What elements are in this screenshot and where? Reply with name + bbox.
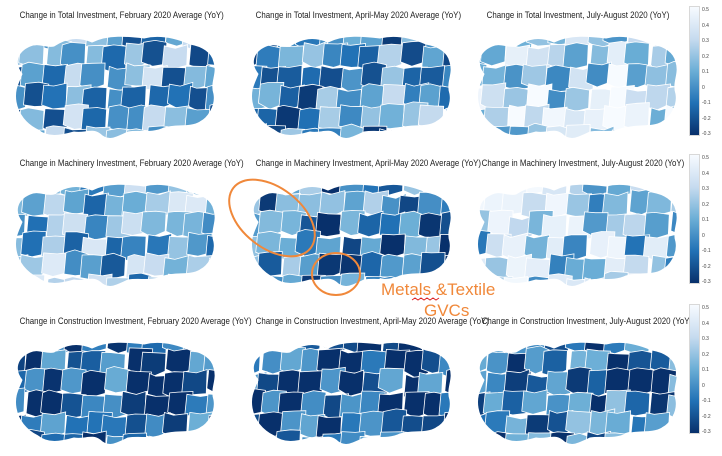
colorbar-tick-label: 0.1 [702,217,709,223]
choropleth-map [251,183,452,287]
map-panel: Change in Machinery Investment, April-Ma… [240,158,481,298]
colorbar-tick-label: -0.3 [702,429,711,435]
colorbar-tick-label: 0.5 [702,7,709,13]
country-outline [251,341,452,445]
country-outline [477,341,678,445]
map-panel: Change in Machinery Investment, February… [4,158,244,298]
country-outline [477,183,678,287]
highlight-ellipse-west [228,178,316,258]
choropleth-map [477,35,678,139]
colorbar-tick-label: -0.1 [702,248,711,254]
province-region [15,387,26,416]
colorbar-gradient [689,6,700,136]
province-region [602,36,629,46]
province-region [438,391,452,420]
annotation-text-line1: Metals &Textile [381,280,496,299]
province-region [541,349,568,377]
province-region [280,273,307,287]
colorbar-tick-label: 0 [702,232,705,239]
province-region [140,210,167,238]
map-title: Change in Machinery Investment, April-Ma… [255,158,481,168]
choropleth-map [251,341,452,445]
highlight-ellipse-south [311,252,361,296]
colorbar: 0.5 0.4 0.3 0.2 0.1 0 -0.1 -0.2 -0.3 [689,6,719,137]
country-outline [251,183,452,287]
map-title: Change in Construction Investment, July-… [481,316,693,326]
province-region [39,432,66,445]
colorbar-tick-label: 0.3 [702,38,709,44]
colorbar-tick-label: 0.2 [702,201,709,208]
province-region [15,83,27,112]
colorbar-tick-label: 0.5 [702,155,709,161]
colorbar-tick-label: -0.2 [702,413,711,420]
map-panel: Change in Construction Investment, Febru… [4,316,252,456]
country-outline [15,183,216,287]
colorbar-tick-label: 0.4 [702,22,709,29]
province-region [665,233,678,263]
colorbar-gradient [689,304,700,434]
annotation-text-line2: GVCs [424,301,470,320]
spellcheck-squiggle [411,297,440,301]
map-panel: Change in Machinery Investment, July-Aug… [466,158,690,298]
province-region [503,433,530,445]
colorbar-tick-label: -0.3 [702,131,711,137]
colorbar-tick-label: -0.1 [702,398,711,404]
map-title: Change in Total Investment, July-August … [486,10,670,20]
colorbar-gradient [689,154,700,284]
province-region [79,62,106,90]
province-region [507,125,535,139]
province-region [204,63,216,89]
map-panel: Change in Total Investment, April-May 20… [240,10,464,150]
map-title: Change in Construction Investment, April… [255,316,489,326]
province-region [564,432,592,445]
colorbar-tick-label: 0.3 [702,186,709,192]
choropleth-map [477,341,678,445]
colorbar-tick-label: 0.2 [702,53,709,60]
choropleth-map [15,35,216,139]
colorbar: 0.5 0.4 0.3 0.2 0.1 0 -0.1 -0.2 -0.3 [689,154,719,285]
colorbar-tick-label: -0.2 [702,263,711,270]
colorbar-tick-label: -0.2 [702,115,711,122]
colorbar-tick-label: 0.3 [702,336,709,342]
map-panel: Change in Construction Investment, July-… [466,316,693,456]
map-title: Change in Total Investment, February 202… [19,10,224,20]
colorbar-tick-label: 0 [702,84,705,91]
colorbar-tick-label: -0.3 [702,279,711,285]
map-panel: Change in Total Investment, February 202… [4,10,228,150]
choropleth-map [477,183,678,287]
colorbar-tick-label: 0.2 [702,351,709,358]
map-title: Change in Construction Investment, Febru… [19,316,252,326]
map-title: Change in Machinery Investment, February… [19,158,244,168]
country-outline [251,35,452,139]
country-outline [477,35,678,139]
colorbar-tick-label: -0.1 [702,100,711,106]
annotation-overlay [228,178,440,301]
map-title: Change in Total Investment, April-May 20… [255,10,462,20]
colorbar-tick-label: 0.5 [702,305,709,311]
colorbar-tick-label: 0.1 [702,69,709,75]
province-region [43,125,70,139]
colorbar: 0.5 0.4 0.3 0.2 0.1 0 -0.1 -0.2 -0.3 [689,304,719,435]
choropleth-map [15,183,216,287]
map-title: Change in Machinery Investment, July-Aug… [481,158,685,168]
country-outline [15,35,216,139]
map-panel: Change in Total Investment, July-August … [466,10,690,150]
colorbar-tick-label: 0 [702,382,705,389]
country-outline [15,341,216,445]
choropleth-map [251,35,452,139]
province-region [623,342,651,355]
map-panel: Change in Construction Investment, April… [240,316,489,456]
province-region [670,187,678,217]
province-region [581,184,609,198]
choropleth-map [15,341,216,445]
colorbar-tick-label: 0.4 [702,170,709,177]
colorbar-tick-label: 0.4 [702,320,709,327]
province-region [161,44,189,70]
colorbar-tick-label: 0.1 [702,367,709,373]
province-region [377,367,405,394]
